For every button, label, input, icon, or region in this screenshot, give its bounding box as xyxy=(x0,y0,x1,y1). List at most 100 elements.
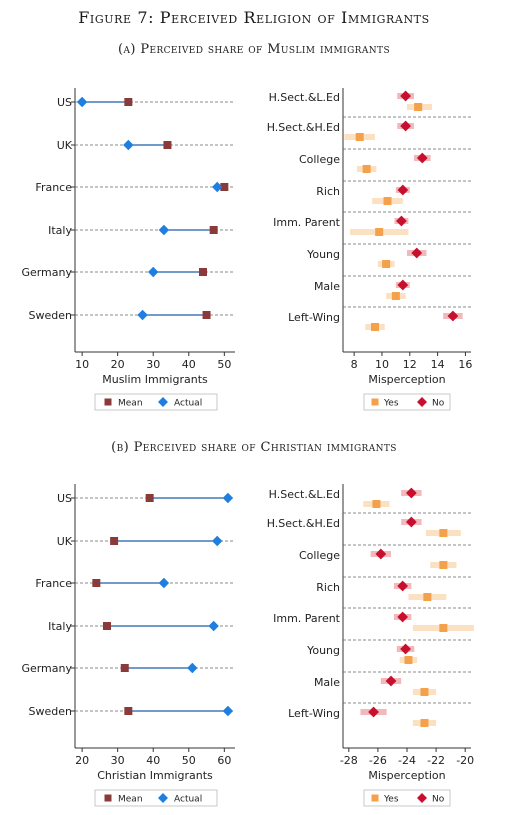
panel3-no-marker xyxy=(368,706,379,718)
panel1-yes-marker xyxy=(371,323,379,331)
panel3-category-label: Imm. Parent xyxy=(273,612,341,625)
panel3-category-label: Left-Wing xyxy=(288,707,340,720)
panel2-tick-label: 40 xyxy=(146,754,160,767)
panel1-no-marker xyxy=(416,152,428,164)
panel3-no-marker xyxy=(405,516,417,528)
panel3-category-label: Rich xyxy=(316,581,340,594)
panel0-mean-marker xyxy=(202,311,211,319)
panel2-mean-marker xyxy=(145,494,154,502)
panel0-category-label: Germany xyxy=(21,266,72,279)
panel1-yes-marker xyxy=(355,133,364,141)
panel0-actual-marker xyxy=(158,224,170,236)
panel1-tick-label: 16 xyxy=(458,358,472,371)
panel-title-a: (a) Perceived share of Muslim immigrants xyxy=(117,42,391,57)
panel0-category-label: UK xyxy=(57,139,73,152)
panel0-mean-marker xyxy=(124,98,133,106)
panel1-legend-box xyxy=(363,393,451,411)
panel1-category-label: Young xyxy=(306,248,340,261)
panel2-legend-actual-label: Actual xyxy=(174,795,202,805)
panel2-tick-label: 60 xyxy=(217,754,231,767)
panel3-no-marker xyxy=(397,580,409,592)
panel1-legend-yes-marker xyxy=(371,398,379,406)
panel0-mean-marker xyxy=(220,183,229,191)
panel0-mean-marker xyxy=(163,141,172,149)
panel1-tick-label: 12 xyxy=(403,358,417,371)
panel0-mean-marker xyxy=(199,268,207,276)
panel1-tick-label: 14 xyxy=(431,358,445,371)
panel1-x-label: Misperception xyxy=(368,373,445,386)
panel2-category-label: UK xyxy=(57,535,73,548)
panel3-no-marker xyxy=(400,643,411,655)
panel2-category-label: Germany xyxy=(21,662,72,675)
panel1-category-label: H.Sect.&H.Ed xyxy=(267,121,340,134)
panel1-tick-label: 8 xyxy=(351,358,358,371)
panel1-no-marker xyxy=(400,120,412,132)
panel2-actual-marker xyxy=(158,577,170,589)
panel1-yes-marker xyxy=(414,103,423,111)
panel2-category-label: France xyxy=(35,577,72,590)
panel0-legend-mean-label: Mean xyxy=(118,399,143,409)
panel3-category-label: Male xyxy=(314,676,340,689)
panel3-tick-label: -24 xyxy=(398,754,416,767)
panel1-no-marker xyxy=(400,90,412,102)
panel0-mean-marker xyxy=(209,226,218,234)
panel0-legend-mean-marker xyxy=(104,398,112,406)
panel1-tick-label: 10 xyxy=(375,358,389,371)
panel2-category-label: Italy xyxy=(48,620,72,633)
panel2-actual-marker xyxy=(208,620,219,632)
panel3-yes-marker xyxy=(420,719,429,727)
panel3-yes-marker xyxy=(420,688,429,696)
panel2-legend-mean-label: Mean xyxy=(118,795,143,805)
panel0-actual-marker xyxy=(137,309,148,321)
panel0-category-label: France xyxy=(35,181,72,194)
panel2-mean-marker xyxy=(92,579,101,587)
panel2-legend-box xyxy=(94,789,218,807)
panel1-category-label: Male xyxy=(314,280,340,293)
panel1-yes-marker xyxy=(382,260,391,268)
panel1-legend-no-marker xyxy=(417,397,427,407)
panel0-legend-box xyxy=(94,393,218,411)
panel3-no-marker xyxy=(375,548,387,560)
panel0-tick-label: 40 xyxy=(182,358,196,371)
panel3-yes-marker xyxy=(439,529,448,537)
panel3-tick-label: -20 xyxy=(456,754,474,767)
figure-title: Figure 7: Perceived Religion of Immigran… xyxy=(78,8,430,27)
panel3-yes-marker xyxy=(423,593,432,601)
panel2-actual-marker xyxy=(222,705,234,717)
panel2-category-label: US xyxy=(57,492,72,505)
panel3-category-label: H.Sect.&H.Ed xyxy=(267,517,340,530)
panel3-legend-no-marker xyxy=(417,793,427,803)
panel1-category-label: Rich xyxy=(316,185,340,198)
panel1-yes-marker xyxy=(375,228,384,236)
panel0-actual-marker xyxy=(123,139,134,151)
panel1-yes-marker xyxy=(391,292,400,300)
panel2-tick-label: 50 xyxy=(182,754,196,767)
panel3-yes-marker xyxy=(439,561,448,569)
panel0-category-label: US xyxy=(57,96,72,109)
panel3-yes-marker xyxy=(439,624,448,632)
panel2-actual-marker xyxy=(212,535,223,547)
panel0-actual-marker xyxy=(212,181,223,193)
panel0-actual-marker xyxy=(148,266,159,278)
panel2-tick-label: 30 xyxy=(111,754,125,767)
panel0-tick-label: 30 xyxy=(146,358,160,371)
panel1-category-label: Imm. Parent xyxy=(273,216,341,229)
panel2-tick-label: 20 xyxy=(75,754,89,767)
panel3-tick-label: -26 xyxy=(369,754,387,767)
panel1-category-label: Left-Wing xyxy=(288,311,340,324)
panel-title-b: (b) Perceived share of Christian immigra… xyxy=(111,440,397,455)
panel2-category-label: Sweden xyxy=(29,705,72,718)
panel0-legend-actual-marker xyxy=(158,397,168,407)
panel0-legend-actual-label: Actual xyxy=(174,399,202,409)
panel1-yes-marker xyxy=(383,197,392,205)
panel3-tick-label: -28 xyxy=(340,754,358,767)
panel1-no-marker xyxy=(447,310,459,322)
panel3-yes-marker xyxy=(404,656,413,664)
panel3-category-label: H.Sect.&L.Ed xyxy=(269,488,340,501)
panel0-actual-marker xyxy=(76,96,88,108)
panel3-no-marker xyxy=(397,611,409,623)
panel3-legend-box xyxy=(363,789,451,807)
panel1-no-marker xyxy=(396,215,407,227)
panel3-legend-yes-marker xyxy=(371,794,379,802)
